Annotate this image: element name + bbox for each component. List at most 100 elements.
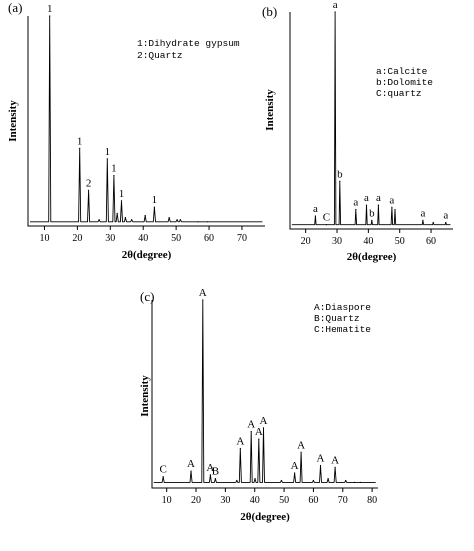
- peak-mark: [190, 470, 192, 472]
- panel-letter: (a): [8, 0, 22, 15]
- panel-c: (c) 10 20 30 40 50 60 70 80 Intensity 2θ(degree) A:…: [139, 287, 378, 523]
- panel-letter: (c): [140, 289, 154, 304]
- peak-mark: [176, 219, 178, 221]
- peak-mark: [236, 479, 238, 482]
- x-tick-label: 10: [39, 233, 49, 244]
- legend-entry: C:Hematite: [314, 324, 371, 335]
- peak-mark: [339, 180, 341, 182]
- peak-mark: [325, 224, 327, 226]
- peak-mark: [79, 147, 81, 149]
- y-axis-label: Intensity: [7, 100, 19, 142]
- x-tick-label: 50: [395, 236, 405, 247]
- peak-mark: [162, 476, 164, 478]
- x-tick-label: 60: [426, 236, 436, 247]
- peak-mark: [359, 481, 361, 483]
- peak-label: a: [376, 192, 381, 204]
- peak-label: A: [291, 460, 299, 472]
- legend-entry: 1:Dihydrate gypsum: [137, 38, 240, 49]
- peak-label: A: [199, 287, 207, 299]
- peak-label: a: [353, 196, 358, 208]
- x-tick-label: 70: [237, 233, 247, 244]
- x-axis-label: 2θ(degree): [240, 511, 290, 523]
- peak-label: A: [331, 454, 339, 466]
- peak-mark: [116, 212, 118, 214]
- peak-label: 1: [119, 188, 125, 200]
- axes: [27, 16, 265, 227]
- peak-mark: [209, 474, 212, 476]
- peak-label: a: [333, 0, 338, 11]
- legend-entry: C:quartz: [376, 88, 422, 99]
- peak-mark: [432, 221, 434, 224]
- peak-label: A: [206, 462, 214, 474]
- x-tick-label: 70: [338, 495, 348, 506]
- peak-mark: [153, 206, 155, 208]
- peak-mark: [314, 215, 316, 217]
- peak-label: a: [364, 192, 369, 204]
- peak-mark: [394, 208, 396, 211]
- peak-label: 1: [105, 146, 111, 158]
- panel-a: (a) 10 20 30 40 50 60 70 Intensity 2θ(degree) 1:Di…: [7, 0, 265, 261]
- peak-mark: [391, 206, 393, 208]
- peak-mark: [334, 466, 336, 468]
- peak-label: a: [420, 207, 425, 219]
- x-tick-label: 40: [138, 233, 148, 244]
- peak-mark: [202, 299, 204, 301]
- x-tick-label: 50: [279, 495, 289, 506]
- peak-label: C: [159, 464, 166, 476]
- x-tick-label: 30: [220, 495, 230, 506]
- x-tick-label: 10: [162, 495, 172, 506]
- peak-mark: [144, 214, 146, 217]
- x-tick-label: 30: [332, 236, 342, 247]
- x-tick-label: 40: [363, 236, 373, 247]
- x-tick-label: 20: [301, 236, 311, 247]
- peak-mark: [280, 479, 283, 482]
- peak-mark: [445, 221, 447, 224]
- peak-label: b: [337, 168, 343, 180]
- x-tick-label: 60: [204, 233, 214, 244]
- y-axis-label: Intensity: [139, 375, 151, 417]
- peak-mark: [365, 204, 368, 206]
- x-tick-label: 60: [308, 495, 318, 506]
- peak-mark: [353, 481, 356, 483]
- peak-mark: [168, 217, 170, 219]
- peak-label: A: [247, 419, 255, 431]
- axes: [289, 12, 453, 230]
- peak-label: A: [260, 415, 268, 427]
- panel-letter: (b): [262, 4, 277, 19]
- legend-entry: B:Quartz: [314, 313, 360, 324]
- peak-mark: [124, 217, 127, 219]
- peak-label: 1: [152, 194, 158, 206]
- x-tick-label: 40: [250, 495, 260, 506]
- peak-label: a: [313, 203, 318, 215]
- peak-label: 2: [86, 177, 92, 189]
- legend-entry: 2:Quartz: [137, 50, 183, 61]
- peak-mark: [377, 204, 379, 206]
- peak-mark: [355, 208, 357, 211]
- peak-mark: [422, 219, 424, 221]
- peak-mark: [106, 158, 108, 160]
- diffraction-trace: [291, 11, 451, 226]
- axes: [151, 300, 378, 489]
- peak-label: 1: [77, 135, 83, 147]
- peak-mark: [300, 451, 302, 453]
- peak-mark: [254, 478, 256, 480]
- peak-mark: [98, 219, 100, 221]
- x-tick-label: 20: [72, 233, 82, 244]
- legend-entry: b:Dolomite: [376, 77, 433, 88]
- peak-mark: [239, 447, 241, 450]
- peak-label: 1: [111, 163, 117, 175]
- peak-mark: [113, 175, 115, 177]
- peak-mark: [250, 431, 252, 433]
- peak-mark: [214, 478, 216, 480]
- peak-mark: [87, 189, 90, 191]
- x-tick-label: 20: [191, 495, 201, 506]
- y-axis-label: Intensity: [264, 89, 276, 131]
- peak-mark: [206, 221, 208, 223]
- peak-label: C: [323, 212, 330, 224]
- peak-mark: [49, 15, 51, 17]
- panel-b: (b) 20 30 40 50 60 Intensity 2θ(degree) a:Calcit…: [262, 0, 453, 263]
- peak-mark: [197, 221, 199, 223]
- peak-label: a: [443, 209, 448, 221]
- peak-mark: [131, 219, 133, 221]
